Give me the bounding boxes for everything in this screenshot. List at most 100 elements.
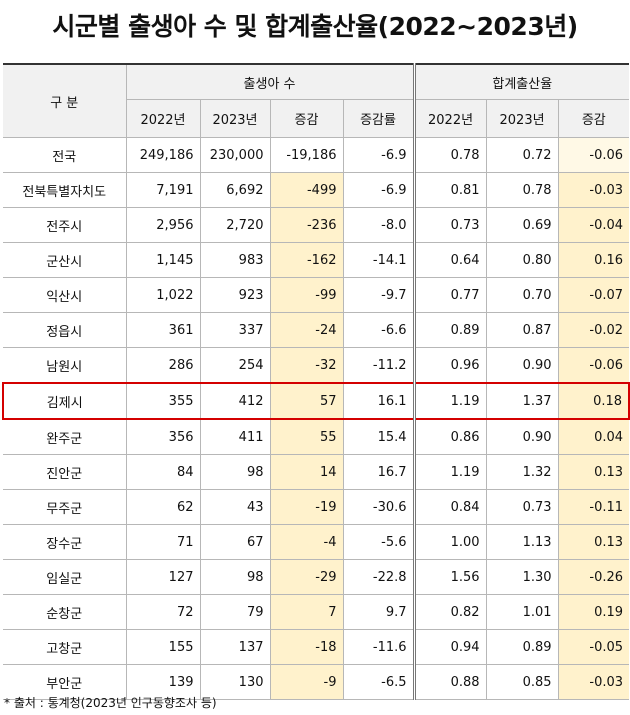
cell-tchg: 0.16 (557, 242, 630, 278)
cell-b2023: 98 (199, 559, 270, 595)
cell-b2023: 412 (199, 382, 270, 420)
births-col-change: 증감 (269, 99, 343, 138)
cell-b2022: 356 (125, 419, 200, 455)
tfr-group-header: 합계출산율 (412, 63, 630, 100)
cell-tchg: 0.04 (557, 419, 630, 455)
cell-b2023: 130 (199, 664, 270, 700)
cell-bchg: -499 (269, 172, 343, 208)
table-row: 고창군 155 137 -18 -11.6 0.94 0.89 -0.05 (3, 629, 630, 665)
cell-b2022: 361 (125, 312, 200, 348)
cell-t2023: 1.32 (485, 454, 559, 490)
cell-bchg: -99 (269, 277, 343, 313)
cell-tchg: -0.03 (557, 664, 630, 700)
cell-bchg: -162 (269, 242, 343, 278)
cell-t2022: 0.64 (412, 242, 487, 278)
cell-t2022: 1.19 (412, 382, 487, 420)
cell-bchg: -29 (269, 559, 343, 595)
cell-tchg: -0.03 (557, 172, 630, 208)
source-note: * 출처 : 통계청(2023년 인구동향조사 등) (4, 696, 217, 710)
table-row: 부안군 139 130 -9 -6.5 0.88 0.85 -0.03 (3, 664, 630, 700)
cell-bchg: 14 (269, 454, 343, 490)
table-row: 진안군 84 98 14 16.7 1.19 1.32 0.13 (3, 454, 630, 490)
cell-t2023: 1.37 (485, 382, 559, 420)
cell-brate: -6.9 (342, 172, 415, 208)
cell-t2022: 0.89 (412, 312, 487, 348)
table-row: 전주시 2,956 2,720 -236 -8.0 0.73 0.69 -0.04 (3, 207, 630, 243)
cell-t2023: 0.80 (485, 242, 559, 278)
cell-t2022: 0.84 (412, 489, 487, 525)
cell-tchg: -0.07 (557, 277, 630, 313)
cell-name: 전주시 (3, 207, 126, 243)
cell-b2023: 337 (199, 312, 270, 348)
cell-name: 장수군 (3, 524, 126, 560)
table-row: 군산시 1,145 983 -162 -14.1 0.64 0.80 0.16 (3, 242, 630, 278)
cell-name: 익산시 (3, 277, 126, 313)
cell-bchg: -19 (269, 489, 343, 525)
cell-b2023: 98 (199, 454, 270, 490)
cell-b2022: 127 (125, 559, 200, 595)
cell-brate: -6.6 (342, 312, 415, 348)
cell-brate: -22.8 (342, 559, 415, 595)
cell-tchg: -0.02 (557, 312, 630, 348)
cell-t2022: 0.77 (412, 277, 487, 313)
cell-t2022: 0.88 (412, 664, 487, 700)
cell-b2023: 43 (199, 489, 270, 525)
cell-tchg: 0.19 (557, 594, 630, 630)
cell-brate: -6.5 (342, 664, 415, 700)
table-row: 전북특별자치도 7,191 6,692 -499 -6.9 0.81 0.78 -0.03 (3, 172, 630, 208)
cell-name: 정읍시 (3, 312, 126, 348)
table-row: 남원시 286 254 -32 -11.2 0.96 0.90 -0.06 (3, 347, 630, 384)
cell-brate: 15.4 (342, 419, 415, 455)
birth-statistics-table: 구 분 출생아 수 합계출산율 2022년 2023년 증감 증감률 2022년… (2, 63, 630, 700)
cell-tchg: -0.06 (557, 347, 630, 384)
cell-t2023: 1.01 (485, 594, 559, 630)
cell-t2022: 0.96 (412, 347, 487, 384)
cell-b2022: 355 (125, 382, 200, 420)
tfr-col-2022: 2022년 (412, 99, 487, 138)
cell-name: 전국 (3, 137, 126, 173)
cell-tchg: 0.13 (557, 524, 630, 560)
cell-name: 군산시 (3, 242, 126, 278)
cell-name: 완주군 (3, 419, 126, 455)
table-row: 익산시 1,022 923 -99 -9.7 0.77 0.70 -0.07 (3, 277, 630, 313)
cell-tchg: -0.26 (557, 559, 630, 595)
cell-bchg: 55 (269, 419, 343, 455)
cell-b2022: 71 (125, 524, 200, 560)
cell-tchg: -0.05 (557, 629, 630, 665)
cell-b2023: 6,692 (199, 172, 270, 208)
cell-b2022: 72 (125, 594, 200, 630)
births-col-2022: 2022년 (125, 99, 200, 138)
cell-name: 순창군 (3, 594, 126, 630)
cell-b2022: 155 (125, 629, 200, 665)
cell-name: 진안군 (3, 454, 126, 490)
births-group-header: 출생아 수 (125, 63, 415, 100)
table-body: 전국 249,186 230,000 -19,186 -6.9 0.78 0.72 -0.06… (2, 137, 630, 700)
highlighted-table-row: 김제시 355 412 57 16.1 1.19 1.37 0.18 (2, 382, 630, 420)
tfr-col-2023: 2023년 (485, 99, 559, 138)
cell-brate: 16.1 (342, 382, 415, 420)
cell-t2023: 0.73 (485, 489, 559, 525)
tfr-col-change: 증감 (557, 99, 630, 138)
cell-brate: -11.2 (342, 347, 415, 384)
cell-bchg: -4 (269, 524, 343, 560)
cell-b2023: 2,720 (199, 207, 270, 243)
cell-b2023: 230,000 (199, 137, 270, 173)
cell-t2022: 1.56 (412, 559, 487, 595)
cell-b2022: 286 (125, 347, 200, 384)
cell-name: 김제시 (2, 382, 126, 420)
cell-t2022: 0.81 (412, 172, 487, 208)
cell-tchg: -0.04 (557, 207, 630, 243)
cell-tchg: -0.06 (557, 137, 630, 173)
table-row: 장수군 71 67 -4 -5.6 1.00 1.13 0.13 (3, 524, 630, 560)
cell-t2022: 0.86 (412, 419, 487, 455)
cell-t2023: 0.69 (485, 207, 559, 243)
table-row: 완주군 356 411 55 15.4 0.86 0.90 0.04 (3, 419, 630, 455)
cell-name: 고창군 (3, 629, 126, 665)
cell-brate: -6.9 (342, 137, 415, 173)
cell-b2023: 254 (199, 347, 270, 384)
cell-t2023: 0.85 (485, 664, 559, 700)
cell-brate: 16.7 (342, 454, 415, 490)
cell-t2023: 1.30 (485, 559, 559, 595)
cell-t2022: 0.73 (412, 207, 487, 243)
cell-t2023: 0.87 (485, 312, 559, 348)
